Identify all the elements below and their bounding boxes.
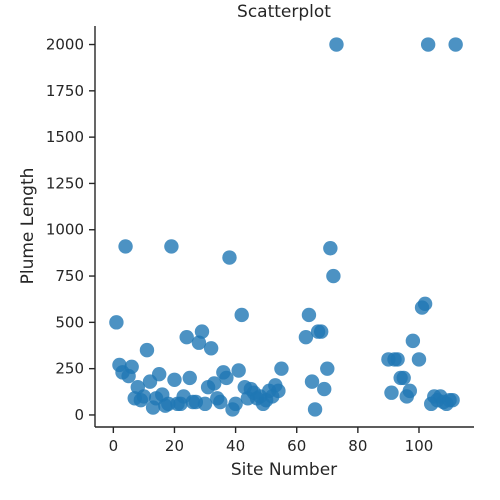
data-point-1: [109, 315, 124, 330]
y-tick-label: 2000: [46, 36, 84, 54]
data-point-4: [118, 239, 133, 254]
data-point-75: [405, 333, 421, 349]
data-point-20: [167, 372, 182, 387]
data-point-61: [313, 324, 329, 339]
y-tick-label: 1500: [46, 128, 84, 146]
data-point-59: [307, 402, 323, 417]
data-point-64: [323, 241, 338, 256]
y-tick-label: 250: [55, 360, 84, 378]
y-tick-label: 500: [55, 313, 84, 331]
data-point-40: [228, 396, 243, 412]
data-point-38: [222, 250, 237, 265]
data-point-37: [219, 370, 234, 386]
x-tick-label: 40: [226, 437, 245, 455]
data-point-63: [320, 361, 335, 376]
data-point-74: [402, 383, 418, 399]
x-ticks: 0 20 40 60 80 100: [109, 427, 434, 455]
x-tick-label: 0: [109, 437, 119, 455]
data-point-28: [191, 335, 207, 350]
data-point-72: [396, 370, 411, 386]
data-point-88: [448, 37, 463, 52]
x-tick-label: 80: [348, 437, 367, 455]
y-tick-label: 0: [74, 406, 84, 424]
data-point-11: [139, 342, 155, 358]
points-layer: [109, 37, 463, 417]
data-point-6: [124, 359, 139, 374]
data-point-55: [274, 361, 289, 376]
x-tick-label: 100: [405, 437, 434, 455]
data-point-42: [234, 307, 249, 323]
data-point-78: [417, 296, 433, 312]
x-tick-label: 20: [165, 437, 184, 455]
y-axis-title: Plume Length: [18, 168, 38, 285]
data-point-35: [213, 394, 228, 410]
chart-title: Scatterplot: [237, 2, 331, 22]
data-point-19: [164, 239, 179, 254]
data-point-58: [304, 374, 320, 389]
data-point-62: [317, 381, 332, 397]
data-point-32: [203, 341, 219, 356]
data-point-57: [301, 307, 317, 323]
data-point-30: [197, 396, 213, 412]
data-point-29: [194, 324, 210, 339]
data-point-65: [326, 268, 341, 284]
data-point-70: [390, 352, 405, 367]
data-point-24: [179, 329, 194, 345]
data-point-41: [231, 363, 246, 378]
y-tick-label: 1000: [46, 221, 84, 239]
data-point-68: [384, 385, 399, 400]
y-tick-label: 750: [55, 267, 84, 285]
data-point-56: [298, 329, 314, 345]
y-tick-label: 1750: [46, 82, 84, 100]
data-point-33: [207, 376, 222, 391]
data-point-15: [151, 367, 167, 382]
data-point-87: [445, 392, 460, 408]
data-point-66: [329, 37, 344, 52]
data-point-25: [182, 370, 197, 386]
data-point-79: [420, 37, 436, 52]
x-tick-label: 60: [287, 437, 306, 455]
data-point-10: [136, 389, 152, 404]
y-tick-label: 1250: [46, 174, 84, 192]
data-point-54: [271, 383, 286, 399]
data-point-76: [411, 352, 427, 367]
y-ticks: 0 250 500 750 1000 1250 1500 1750 2000: [46, 36, 95, 424]
x-axis-title: Site Number: [231, 460, 337, 480]
